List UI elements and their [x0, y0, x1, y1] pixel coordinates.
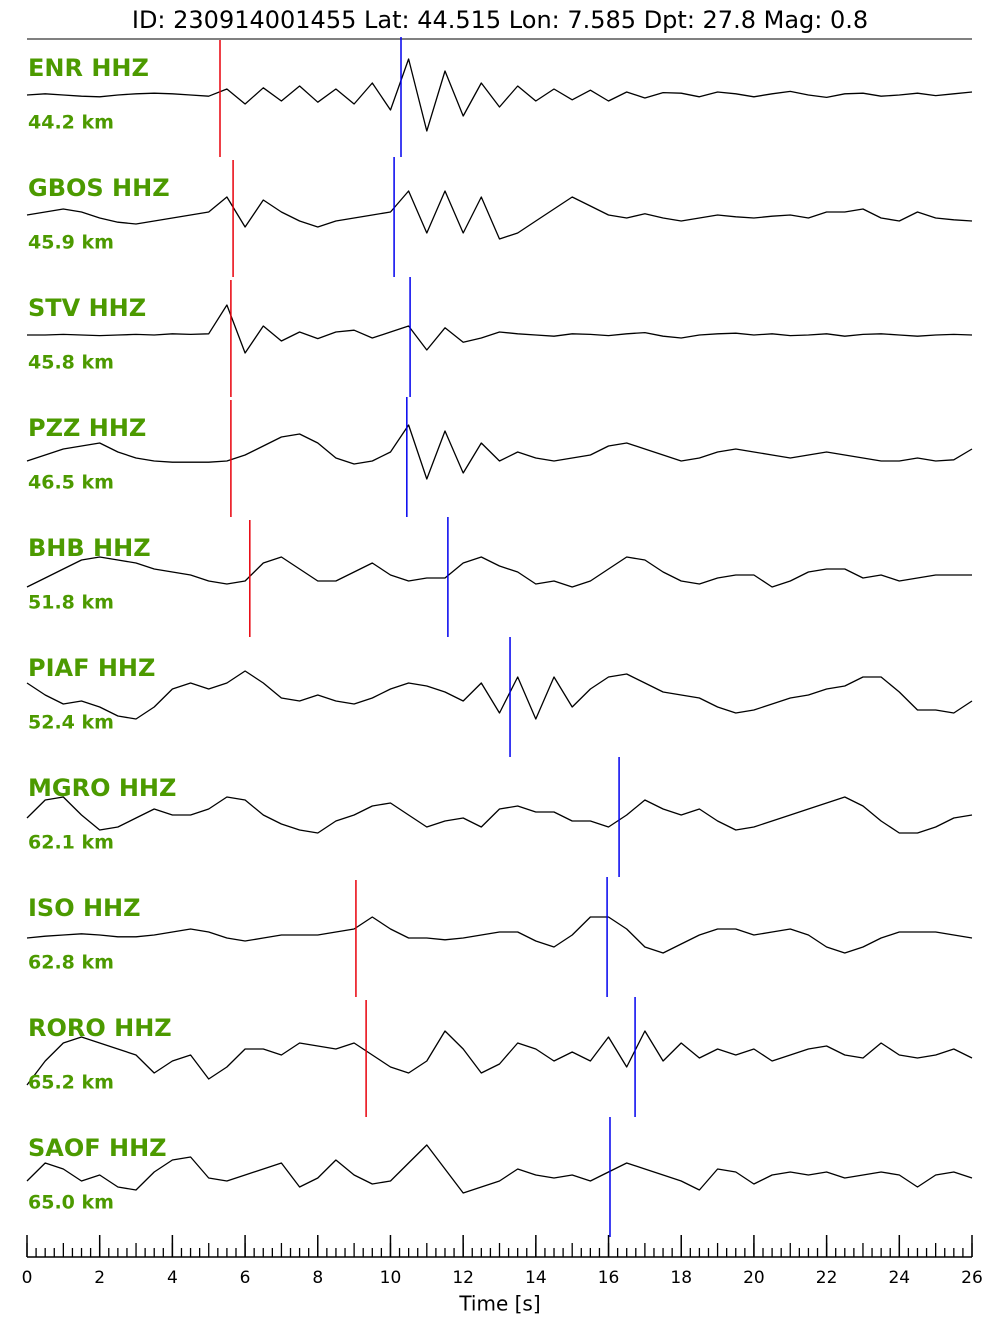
x-tick-label: 20: [743, 1268, 765, 1288]
x-tick-label: 12: [452, 1268, 474, 1288]
waveform: [26, 1030, 973, 1086]
x-tick-label: 10: [380, 1268, 402, 1288]
station-label: SAOF HHZ: [28, 1134, 167, 1162]
distance-label: 46.5 km: [28, 472, 114, 494]
station-label: RORO HHZ: [28, 1014, 172, 1042]
distance-label: 65.0 km: [28, 1192, 114, 1214]
station-label: GBOS HHZ: [28, 174, 170, 202]
x-tick-label: 8: [312, 1268, 323, 1288]
distance-label: 51.8 km: [28, 592, 114, 614]
station-label: PZZ HHZ: [28, 414, 146, 442]
x-tick-label: 0: [22, 1268, 33, 1288]
station-label: ISO HHZ: [28, 894, 141, 922]
waveform: [26, 670, 973, 720]
x-tick-label: 18: [670, 1268, 692, 1288]
x-axis-label: Time [s]: [458, 1292, 540, 1316]
x-tick-label: 4: [167, 1268, 178, 1288]
x-tick-label: 2: [94, 1268, 105, 1288]
waveform: [26, 556, 972, 588]
waveform: [26, 796, 973, 834]
distance-label: 45.8 km: [28, 352, 114, 374]
chart-title: ID: 230914001455 Lat: 44.515 Lon: 7.585 …: [132, 6, 868, 34]
x-tick-label: 14: [525, 1268, 547, 1288]
waveform: [27, 304, 973, 354]
station-label: PIAF HHZ: [28, 654, 155, 682]
x-tick-label: 24: [888, 1268, 910, 1288]
x-tick-label: 26: [961, 1268, 983, 1288]
station-label: BHB HHZ: [28, 534, 151, 562]
station-label: ENR HHZ: [28, 54, 149, 82]
x-tick-label: 6: [240, 1268, 251, 1288]
waveform: [26, 190, 973, 240]
distance-label: 45.9 km: [28, 232, 114, 254]
waveform: [26, 916, 973, 954]
waveform: [26, 58, 973, 132]
station-label: STV HHZ: [28, 294, 146, 322]
distance-label: 62.8 km: [28, 952, 114, 974]
station-label: MGRO HHZ: [28, 774, 176, 802]
waveform: [26, 424, 973, 480]
distance-label: 52.4 km: [28, 712, 114, 734]
distance-label: 65.2 km: [28, 1072, 114, 1094]
x-tick-label: 16: [598, 1268, 620, 1288]
x-tick-label: 22: [816, 1268, 838, 1288]
waveform: [26, 1144, 973, 1194]
distance-label: 44.2 km: [28, 112, 114, 134]
distance-label: 62.1 km: [28, 832, 114, 854]
